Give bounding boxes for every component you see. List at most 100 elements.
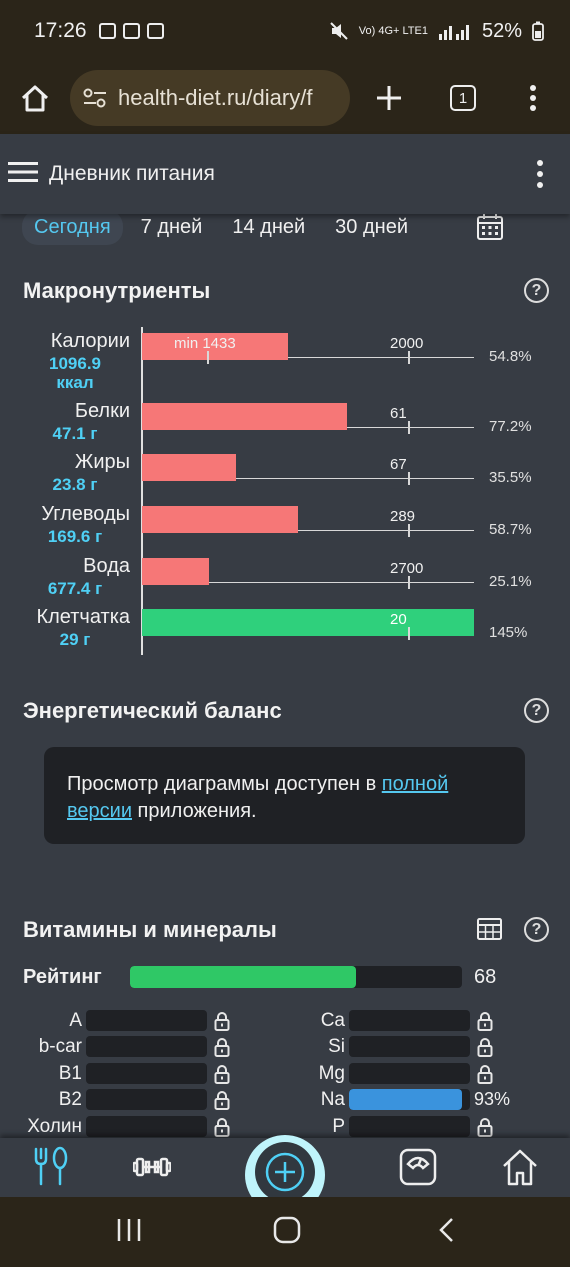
target-tick xyxy=(408,472,410,485)
macro-bar xyxy=(142,506,299,533)
energy-help-icon[interactable]: ? xyxy=(524,698,549,723)
nutrient-name: Холин xyxy=(27,1116,82,1137)
battery-percent: 52% xyxy=(481,19,522,42)
nutrient-row: Холин xyxy=(0,1116,82,1138)
macro-value: 169.6 г xyxy=(47,527,103,546)
tab-count: 1 xyxy=(450,85,476,111)
lock-icon[interactable] xyxy=(214,1064,230,1089)
nutrient-bar xyxy=(349,1036,470,1057)
dumbbell-icon[interactable] xyxy=(133,1146,171,1188)
macro-value-block: 1096.9 ккал xyxy=(20,354,130,392)
rating-bar-fill xyxy=(130,966,356,988)
macro-name: Клетчатка xyxy=(36,606,130,628)
min-tick xyxy=(207,351,209,364)
app-menu-button[interactable] xyxy=(510,159,570,189)
nutrient-name: Ca xyxy=(320,1010,345,1031)
nutrient-bar xyxy=(349,1089,470,1110)
system-nav-bar xyxy=(0,1197,570,1267)
hamburger-menu-button[interactable] xyxy=(0,161,46,188)
macros-axis xyxy=(141,327,143,655)
macro-value-block: 47.1 г xyxy=(20,424,130,443)
macro-row: Калории 1096.9 ккал 2000 min 1433 54.8% xyxy=(0,330,570,392)
page-title: Дневник питания xyxy=(49,162,215,185)
tab-7-days[interactable]: 7 дней xyxy=(140,215,203,238)
macro-name: Жиры xyxy=(74,451,130,473)
macro-bar xyxy=(142,558,209,585)
tab-switcher-button[interactable]: 1 xyxy=(428,85,498,111)
nutrient-bar xyxy=(86,1036,207,1057)
lock-icon[interactable] xyxy=(477,1064,493,1089)
new-tab-button[interactable] xyxy=(350,84,428,112)
site-settings-icon[interactable] xyxy=(82,87,108,109)
browser-home-button[interactable] xyxy=(0,83,70,113)
lock-icon[interactable] xyxy=(477,1117,493,1142)
food-icon[interactable] xyxy=(32,1146,70,1188)
app-notification-icon xyxy=(122,23,140,39)
period-tabs: Сегодня 7 дней 14 дней 30 дней xyxy=(22,208,426,246)
browser-toolbar: health-diet.ru/diary/f 1 xyxy=(0,62,570,134)
rating-label: Рейтинг xyxy=(23,966,102,988)
macro-percent: 35.5% xyxy=(489,469,532,486)
vitamins-help-icon[interactable]: ? xyxy=(524,917,549,942)
lock-icon[interactable] xyxy=(477,1037,493,1062)
calendar-icon[interactable] xyxy=(476,213,504,241)
nutrient-bar xyxy=(86,1089,207,1110)
lock-icon[interactable] xyxy=(214,1090,230,1115)
macro-percent: 54.8% xyxy=(489,348,532,365)
plus-icon xyxy=(377,86,401,110)
macro-name: Углеводы xyxy=(41,503,130,525)
add-button-inner xyxy=(255,1142,315,1202)
scale-icon[interactable] xyxy=(399,1146,437,1188)
lock-icon[interactable] xyxy=(214,1011,230,1036)
macro-row: Углеводы 169.6 г 289 58.7% xyxy=(0,503,570,553)
address-bar[interactable]: health-diet.ru/diary/f xyxy=(70,70,350,126)
lock-icon[interactable] xyxy=(214,1117,230,1142)
nutrient-name: b-car xyxy=(38,1036,82,1057)
tab-today[interactable]: Сегодня xyxy=(22,209,123,245)
url-text[interactable]: health-diet.ru/diary/f xyxy=(118,85,313,110)
macro-percent: 58.7% xyxy=(489,521,532,538)
energy-message-tail: приложения. xyxy=(132,800,257,822)
macro-row: Жиры 23.8 г 67 35.5% xyxy=(0,451,570,501)
status-right: Vo) 4G+ LTE1 52% xyxy=(329,20,544,43)
target-label: 289 xyxy=(390,508,416,525)
browser-menu-button[interactable] xyxy=(498,84,568,112)
mute-icon xyxy=(330,22,348,40)
lock-icon[interactable] xyxy=(477,1011,493,1036)
nutrient-name: A xyxy=(69,1010,82,1031)
macro-value-block: 677.4 г xyxy=(20,579,130,598)
kebab-menu-icon xyxy=(537,160,543,188)
nutrient-name: Mg xyxy=(318,1063,345,1084)
target-tick xyxy=(408,351,410,364)
nutrient-name: Si xyxy=(328,1036,345,1057)
macro-percent: 77.2% xyxy=(489,418,532,435)
macro-value-block: 23.8 г xyxy=(20,475,130,494)
home-icon[interactable] xyxy=(501,1146,539,1188)
target-label: 61 xyxy=(390,405,407,422)
macro-unit: ккал xyxy=(56,373,94,392)
tab-14-days[interactable]: 14 дней xyxy=(232,215,306,238)
system-home-icon[interactable] xyxy=(273,1216,301,1244)
lock-icon[interactable] xyxy=(214,1037,230,1062)
macro-percent: 145% xyxy=(489,624,528,641)
nutrient-name: P xyxy=(332,1116,345,1137)
macro-track-line xyxy=(142,478,474,479)
full-version-link[interactable]: полной версии xyxy=(67,773,449,822)
home-icon xyxy=(21,85,49,112)
table-view-icon[interactable] xyxy=(477,917,502,941)
macro-bar xyxy=(142,403,348,430)
recent-apps-icon[interactable] xyxy=(116,1217,142,1243)
macro-percent: 25.1% xyxy=(489,573,532,590)
nutrient-row: b-car xyxy=(0,1036,82,1058)
nutrient-bar xyxy=(86,1010,207,1031)
gallery-icon xyxy=(98,23,116,39)
tab-30-days[interactable]: 30 дней xyxy=(335,215,408,238)
rating-bar xyxy=(130,966,462,988)
back-icon[interactable] xyxy=(438,1217,456,1243)
target-label: 67 xyxy=(390,456,407,473)
nutrient-bar xyxy=(349,1063,470,1084)
macro-value: 47.1 г xyxy=(52,424,98,443)
macros-help-icon[interactable]: ? xyxy=(524,278,549,303)
target-label: 20 xyxy=(390,611,407,628)
macros-title: Макронутриенты xyxy=(23,278,211,303)
